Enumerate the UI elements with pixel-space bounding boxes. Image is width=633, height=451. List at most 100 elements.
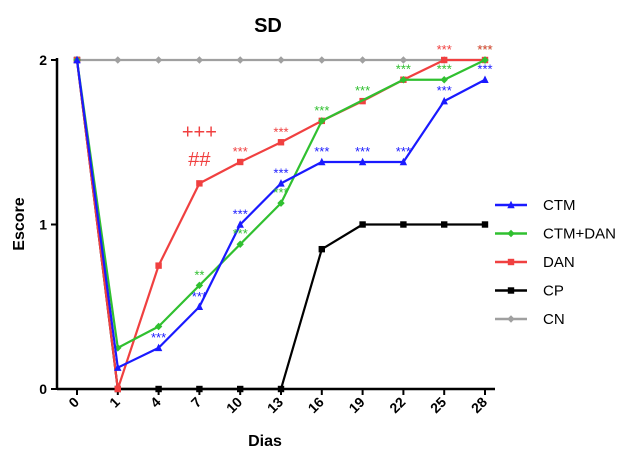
significance-label: ***: [477, 42, 492, 57]
dan-point: [237, 158, 244, 166]
cn-point: [236, 56, 244, 64]
significance-label: ***: [437, 62, 452, 77]
dan-point: [196, 180, 203, 187]
cp-point: [277, 385, 285, 393]
ctm-dan-point: [440, 76, 448, 84]
series-layer: [73, 55, 489, 393]
significance-label: ***: [233, 226, 248, 241]
significance-label: ***: [396, 62, 411, 77]
x-tick-label: 19: [345, 394, 367, 416]
series-ctm-dan: [73, 56, 489, 352]
cn-point: [358, 56, 367, 64]
significance-label: ***: [355, 83, 370, 98]
cn-point: [277, 56, 285, 64]
legend: CTM CTM+DAN DAN CP CN: [495, 197, 616, 328]
significance-label: ***: [273, 124, 288, 139]
ctm-dan-point: [318, 117, 326, 125]
cp-point: [196, 385, 203, 393]
legend-label: CN: [543, 311, 565, 328]
cp-point: [318, 245, 325, 253]
legend-item-cn: CN: [495, 311, 565, 328]
cp-point: [237, 385, 244, 393]
ctm-point: [73, 55, 81, 64]
legend-item-cp: CP: [495, 283, 564, 300]
x-tick-label: 25: [427, 394, 449, 416]
significance-label: ***: [273, 165, 288, 180]
ctm-dan-point: [481, 56, 489, 64]
significance-label: ***: [437, 42, 452, 57]
ctm-dan-point: [399, 76, 408, 84]
legend-cn-point: [507, 315, 515, 323]
significance-label: ***: [437, 83, 452, 98]
annotation-layer: *************** *** **********************…: [151, 42, 493, 345]
x-tick-label: 22: [386, 394, 408, 416]
cp-point: [359, 221, 366, 228]
ctm-point: [481, 75, 489, 83]
x-tick-label: 13: [264, 394, 286, 416]
y-tick-label: 2: [39, 52, 47, 68]
ctm-point: [154, 343, 163, 352]
cp-point: [155, 385, 162, 393]
y-tick-label: 0: [39, 381, 47, 397]
legend-dan-point: [507, 258, 515, 266]
ctm-point: [318, 157, 326, 166]
series-cp: [73, 56, 489, 393]
ctm-dan-point: [277, 199, 285, 207]
legend-ctm-dan-point: [507, 229, 515, 238]
series-line-ctm-dan: [75, 59, 486, 349]
significance-label: ***: [151, 330, 166, 345]
x-tick-label: 10: [223, 394, 245, 416]
significance-label: ***: [314, 144, 329, 159]
axes: 0 1 2 0 1 4 7 10 13 16 19 22 25 28: [39, 52, 495, 416]
cn-point: [318, 56, 326, 64]
chart-title: SD: [254, 15, 282, 37]
significance-label: +++: [182, 121, 217, 143]
x-tick-label: 4: [147, 394, 164, 411]
ctm-point: [195, 302, 204, 310]
legend-label: DAN: [543, 254, 575, 271]
cp-point: [481, 221, 489, 228]
ctm-dan-point: [114, 344, 122, 352]
significance-label: **: [194, 267, 204, 282]
cp-point: [400, 221, 407, 228]
legend-item-ctm: CTM: [495, 197, 576, 214]
ctm-dan-point: [195, 281, 204, 290]
x-axis-label: Dias: [248, 433, 282, 450]
significance-label: ***: [355, 144, 370, 159]
y-tick-label: 1: [39, 217, 47, 233]
x-tick-label: 16: [305, 394, 327, 416]
x-tick-label: 1: [106, 394, 123, 411]
significance-label: ***: [477, 62, 492, 77]
significance-label: ***: [396, 144, 411, 159]
series-line-cp: [75, 59, 485, 391]
significance-label: ***: [273, 185, 288, 200]
legend-label: CTM: [543, 197, 576, 214]
ctm-point: [114, 363, 122, 371]
ctm-point: [358, 157, 367, 166]
cn-point: [399, 56, 408, 64]
dan-point: [155, 262, 162, 269]
dan-point: [441, 56, 448, 64]
ctm-dan-point: [154, 322, 163, 331]
ctm-point: [236, 220, 244, 228]
cn-point: [154, 56, 163, 64]
significance-label: ***: [314, 103, 329, 118]
legend-item-dan: DAN: [495, 254, 575, 271]
ctm-point: [440, 96, 448, 105]
series-ctm: [73, 55, 489, 371]
significance-label: ***: [477, 42, 492, 57]
cn-point: [195, 56, 204, 64]
dan-point: [277, 139, 285, 146]
cn-point: [114, 56, 122, 64]
series-line-ctm: [75, 59, 486, 369]
y-axis-label: Escore: [11, 197, 28, 250]
significance-label: ***: [233, 207, 248, 222]
legend-item-ctm-dan: CTM+DAN: [495, 226, 616, 243]
ctm-point: [399, 157, 408, 166]
significance-label: ***: [233, 144, 248, 159]
x-tick-label: 28: [468, 394, 490, 416]
legend-ctm-point: [507, 200, 515, 209]
x-tick-label: 7: [188, 394, 205, 411]
ctm-dan-point: [236, 240, 244, 248]
